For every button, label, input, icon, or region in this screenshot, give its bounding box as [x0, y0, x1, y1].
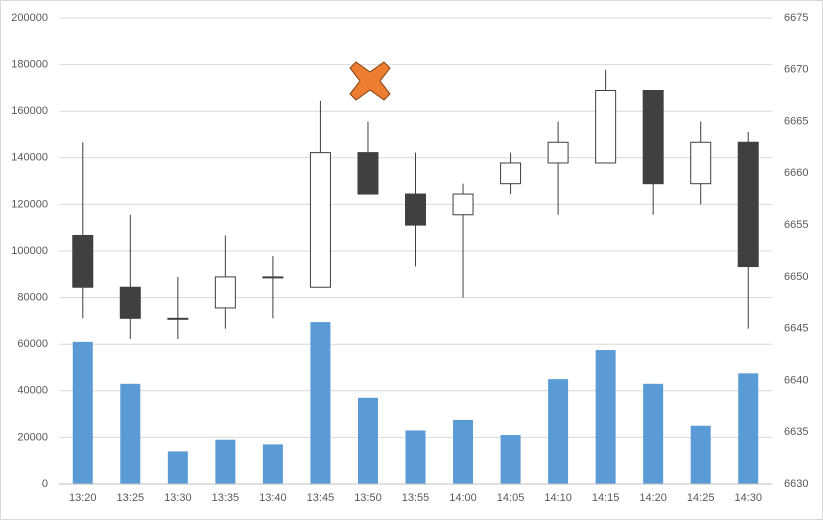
y-tick-label: 100000: [11, 245, 48, 257]
volume-bar: [548, 379, 569, 484]
x-tick-label: 13:20: [69, 492, 97, 504]
x-tick-label: 13:50: [354, 492, 382, 504]
volume-bar: [690, 425, 711, 484]
y2-tick-label: 6675: [784, 12, 808, 24]
y2-tick-label: 6655: [784, 219, 808, 231]
y-tick-label: 180000: [11, 59, 48, 71]
volume-bar: [262, 444, 283, 484]
x-tick-label: 13:55: [402, 492, 430, 504]
x-tick-label: 14:20: [639, 492, 667, 504]
y2-tick-label: 6645: [784, 323, 808, 335]
volume-bar: [595, 350, 616, 484]
y-tick-label: 20000: [17, 431, 48, 443]
volume-bar: [167, 451, 188, 484]
volume-bar: [738, 373, 759, 484]
candle-body: [690, 141, 712, 185]
candle-body: [262, 276, 284, 279]
candle-body: [500, 162, 522, 185]
x-tick-label: 13:30: [164, 492, 192, 504]
y2-tick-label: 6670: [784, 64, 808, 76]
volume-bar: [643, 383, 664, 484]
y2-tick-label: 6665: [784, 115, 808, 127]
candle-body: [405, 193, 426, 226]
volume-bar: [500, 435, 521, 484]
candle-body: [595, 89, 617, 164]
candle-body: [547, 141, 569, 164]
candle-body: [72, 234, 94, 288]
volume-bar: [215, 439, 236, 484]
y-tick-label: 80000: [17, 292, 48, 304]
candle-body: [642, 89, 664, 185]
plot: 0 20000 40000 60000 80000 100000 120000 140000 1…: [11, 12, 808, 504]
x-tick-label: 14:15: [592, 492, 620, 504]
y2-tick-label: 6640: [784, 374, 808, 386]
candle-body: [452, 193, 474, 216]
candle-body: [737, 141, 759, 268]
volume-bar: [357, 397, 378, 484]
volume-bar: [453, 419, 474, 484]
x-tick-label: 13:45: [307, 492, 335, 504]
candle-body: [357, 152, 379, 195]
candle-body: [214, 276, 236, 309]
x-tick-label: 13:35: [212, 492, 240, 504]
y-tick-label: 160000: [11, 105, 48, 117]
y-tick-label: 120000: [11, 198, 48, 210]
y-tick-label: 140000: [11, 152, 48, 164]
candle-body: [167, 317, 189, 320]
x-marker: [349, 61, 391, 101]
y2-tick-label: 6650: [784, 271, 808, 283]
x-tick-label: 13:40: [259, 492, 287, 504]
volume-bar: [72, 341, 93, 484]
x-tick-label: 14:00: [449, 492, 477, 504]
volume-bar: [405, 430, 426, 484]
y-tick-label: 0: [42, 478, 48, 490]
volume-bar: [120, 383, 141, 484]
x-tick-label: 13:25: [117, 492, 145, 504]
y-tick-label: 40000: [17, 385, 48, 397]
candle-body: [309, 152, 331, 288]
y2-tick-label: 6635: [784, 426, 808, 438]
x-tick-label: 14:05: [497, 492, 525, 504]
volume-bar: [310, 322, 331, 484]
y2-tick-label: 6630: [784, 478, 808, 490]
y-tick-label: 60000: [17, 338, 48, 350]
y-tick-label: 200000: [11, 12, 48, 24]
x-tick-label: 14:10: [544, 492, 572, 504]
y2-tick-label: 6660: [784, 167, 808, 179]
x-tick-label: 14:30: [734, 492, 762, 504]
x-tick-label: 14:25: [687, 492, 715, 504]
candle-body: [119, 286, 141, 319]
